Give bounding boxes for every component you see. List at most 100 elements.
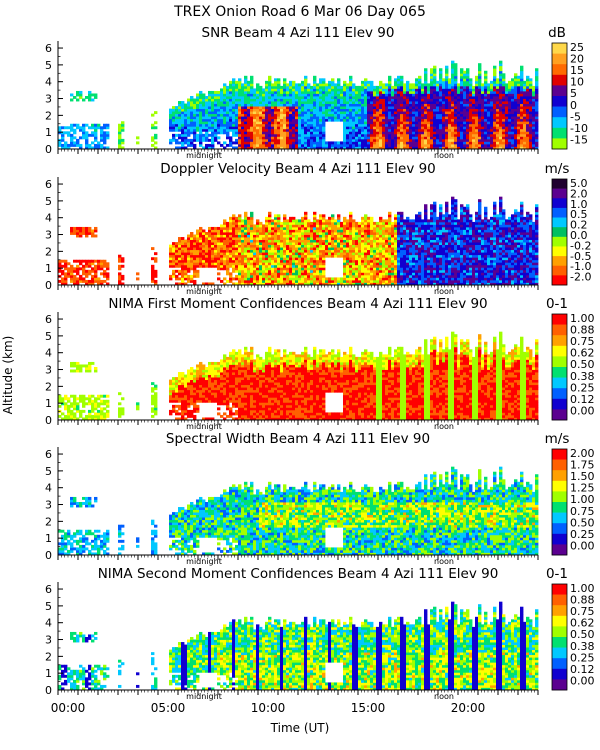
heatmap-cell — [400, 111, 404, 115]
heatmap-cell — [283, 224, 287, 228]
heatmap-cell — [391, 126, 395, 130]
heatmap-cell — [478, 106, 482, 110]
heatmap-cell — [502, 116, 506, 120]
heatmap-cell — [331, 219, 335, 223]
heatmap-cell — [265, 101, 269, 104]
heatmap-cell — [313, 116, 317, 120]
heatmap-cell — [196, 96, 200, 99]
heatmap-cell — [106, 264, 110, 268]
heatmap-cell — [376, 146, 380, 150]
heatmap-cell — [238, 106, 242, 110]
heatmap-cell — [379, 128, 383, 132]
heatmap-cell — [259, 257, 263, 261]
heatmap-cell — [463, 90, 467, 94]
heatmap-cell — [421, 121, 425, 125]
heatmap-cell — [322, 226, 326, 230]
heatmap-cell — [478, 126, 482, 130]
heatmap-cell — [271, 269, 275, 273]
heatmap-cell — [316, 239, 320, 243]
heatmap-cell — [355, 118, 359, 122]
heatmap-cell — [454, 138, 458, 142]
heatmap-cell — [76, 259, 80, 263]
heatmap-cell — [262, 242, 266, 246]
heatmap-cell — [205, 101, 209, 104]
heatmap-cell — [82, 279, 86, 283]
heatmap-cell — [310, 234, 314, 238]
heatmap-cell — [307, 98, 311, 102]
heatmap-cell — [448, 78, 452, 82]
heatmap-cell — [247, 108, 251, 112]
heatmap-cell — [322, 101, 326, 104]
heatmap-cell — [334, 90, 338, 94]
heatmap-cell — [154, 279, 158, 283]
heatmap-cell — [424, 141, 428, 145]
heatmap-cell — [79, 262, 83, 266]
heatmap-cell — [79, 96, 83, 99]
heatmap-cell — [448, 98, 452, 102]
heatmap-cell — [502, 128, 506, 132]
heatmap-cell — [262, 113, 266, 117]
heatmap-cell — [493, 143, 497, 147]
heatmap-cell — [232, 101, 236, 104]
heatmap-cell — [244, 262, 248, 266]
heatmap-cell — [487, 108, 491, 112]
heatmap-cell — [301, 232, 305, 235]
heatmap-cell — [406, 121, 410, 125]
heatmap-cell — [202, 103, 206, 107]
heatmap-cell — [502, 106, 506, 110]
heatmap-cell — [253, 146, 257, 150]
heatmap-cell — [502, 118, 506, 122]
heatmap-cell — [346, 138, 350, 142]
heatmap-cell — [265, 216, 269, 220]
heatmap-cell — [244, 239, 248, 243]
heatmap-cell — [217, 242, 221, 246]
heatmap-cell — [439, 85, 443, 89]
heatmap-cell — [301, 259, 305, 263]
heatmap-cell — [469, 128, 473, 132]
heatmap-cell — [352, 96, 356, 99]
heatmap-cell — [304, 267, 308, 271]
heatmap-cell — [367, 111, 371, 115]
heatmap-cell — [121, 259, 125, 263]
heatmap-cell — [502, 126, 506, 130]
heatmap-cell — [253, 111, 257, 115]
heatmap-cell — [493, 121, 497, 125]
heatmap-cell — [487, 85, 491, 89]
heatmap-cell — [316, 244, 320, 248]
heatmap-cell — [220, 128, 224, 132]
heatmap-cell — [397, 146, 401, 150]
heatmap-cell — [508, 90, 512, 94]
heatmap-cell — [325, 98, 329, 102]
heatmap-cell — [274, 126, 278, 130]
heatmap-cell — [355, 128, 359, 132]
heatmap-cell — [100, 128, 104, 132]
heatmap-cell — [247, 274, 251, 278]
colorbar-swatch — [552, 43, 567, 54]
heatmap-cell — [229, 277, 233, 281]
heatmap-cell — [436, 80, 440, 84]
heatmap-cell — [262, 121, 266, 125]
heatmap-cell — [238, 252, 242, 256]
heatmap-cell — [268, 116, 272, 120]
heatmap-cell — [337, 85, 341, 89]
heatmap-cell — [253, 96, 257, 99]
heatmap-cell — [388, 103, 392, 107]
heatmap-cell — [193, 126, 197, 130]
heatmap-cell — [229, 242, 233, 246]
heatmap-cell — [532, 121, 536, 125]
heatmap-cell — [430, 68, 434, 72]
heatmap-cell — [475, 116, 479, 120]
heatmap-cell — [307, 267, 311, 271]
heatmap-cell — [85, 141, 89, 145]
heatmap-cell — [418, 90, 422, 94]
heatmap-cell — [406, 106, 410, 110]
heatmap-cell — [292, 254, 296, 258]
heatmap-cell — [367, 121, 371, 125]
heatmap-cell — [529, 138, 533, 142]
heatmap-cell — [289, 98, 293, 102]
heatmap-cell — [394, 78, 398, 82]
heatmap-cell — [247, 226, 251, 230]
heatmap-cell — [313, 93, 317, 97]
heatmap-cell — [247, 239, 251, 243]
heatmap-cell — [271, 118, 275, 122]
